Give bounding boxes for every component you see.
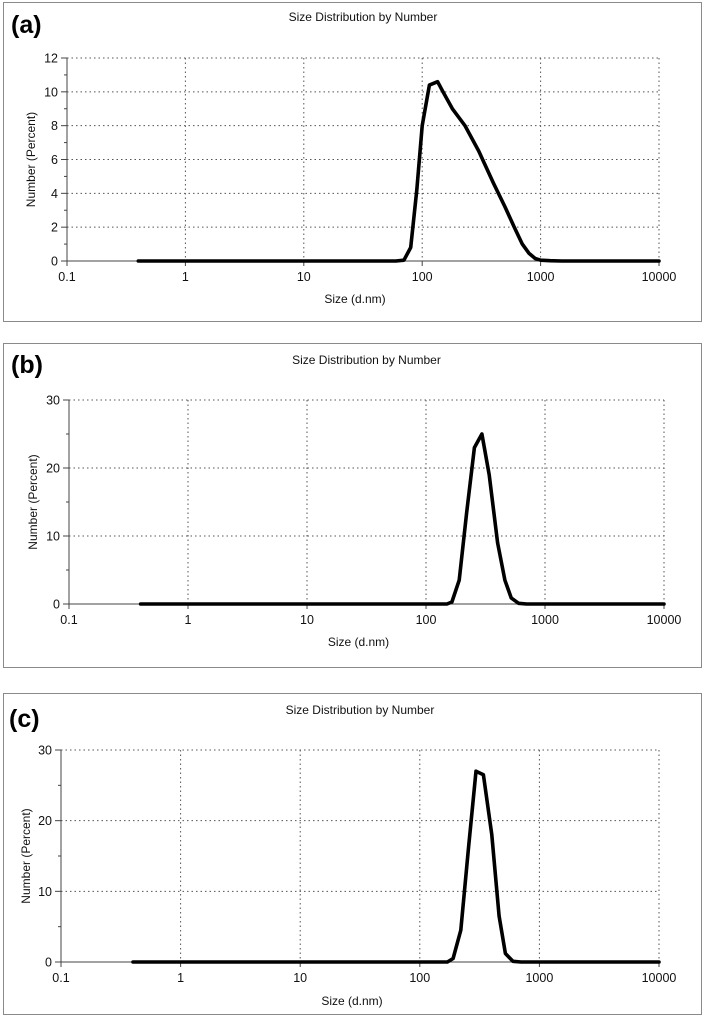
- y-tick-label-a: 6: [51, 153, 58, 167]
- x-tick-label-c: 0.1: [52, 971, 69, 985]
- y-tick-label-c: 20: [38, 814, 52, 828]
- series-line-c: [131, 769, 661, 964]
- y-tick-label-a: 2: [51, 221, 58, 235]
- y-tick-label-a: 10: [44, 85, 58, 99]
- x-tick-label-b: 1: [185, 613, 192, 627]
- y-tick-label-c: 0: [45, 956, 52, 970]
- x-tick-label-b: 1000: [531, 613, 559, 627]
- x-tick-label-a: 10000: [642, 270, 677, 284]
- x-axis-label-c: Size (d.nm): [321, 994, 382, 1008]
- chart-panel-b: (b) Size Distribution by Number 0 10 20 30 0.…: [3, 343, 702, 668]
- chart-panel-a: (a) Size Distribution by Number 0 2 4 6 8 10 12…: [3, 2, 702, 322]
- x-tick-label-b: 100: [416, 613, 437, 627]
- x-tick-label-c: 10000: [642, 971, 677, 985]
- x-tick-label-c: 10: [293, 971, 307, 985]
- x-tick-label-c: 1000: [525, 971, 553, 985]
- series-line-b: [138, 432, 666, 606]
- y-tick-label-a: 8: [51, 119, 58, 133]
- y-tick-label-a: 0: [51, 255, 58, 269]
- panel-label-b: (b): [11, 351, 43, 379]
- chart-title-a: Size Distribution by Number: [289, 10, 438, 24]
- chart-panel-c: (c) Size Distribution by Number 0 10 20 30 0.…: [3, 693, 702, 1015]
- y-tick-label-c: 10: [38, 885, 52, 899]
- y-tick-label-b: 0: [53, 598, 60, 612]
- y-tick-label-b: 20: [46, 462, 60, 476]
- panel-label-a: (a): [11, 11, 42, 39]
- panel-label-c: (c): [9, 705, 40, 733]
- x-tick-label-b: 0.1: [60, 613, 77, 627]
- x-tick-label-a: 1000: [527, 270, 555, 284]
- y-axis-label-b: Number (Percent): [26, 454, 40, 549]
- y-axis-label-c: Number (Percent): [19, 808, 33, 903]
- y-tick-label-b: 10: [46, 530, 60, 544]
- x-tick-label-a: 0.1: [58, 270, 75, 284]
- y-axis-label-a: Number (Percent): [24, 112, 38, 207]
- chart-svg-c: Size Distribution by Number 0 10 20 30 0.1 1 10…: [19, 703, 677, 1008]
- x-tick-label-b: 10000: [647, 613, 682, 627]
- chart-title-b: Size Distribution by Number: [292, 353, 441, 367]
- x-tick-label-c: 1: [177, 971, 184, 985]
- series-line-a: [136, 79, 661, 263]
- chart-svg-b: Size Distribution by Number 0 10 20 30 0.1 1 10…: [26, 353, 682, 649]
- x-tick-label-b: 10: [300, 613, 314, 627]
- y-tick-label-a: 12: [44, 52, 58, 66]
- chart-svg-a: Size Distribution by Number 0 2 4 6 8 10 12 0.1 1…: [24, 10, 677, 306]
- x-tick-label-a: 1: [182, 270, 189, 284]
- y-tick-label-b: 30: [46, 394, 60, 408]
- x-axis-label-b: Size (d.nm): [328, 635, 389, 649]
- y-tick-label-a: 4: [51, 187, 58, 201]
- x-tick-label-a: 10: [297, 270, 311, 284]
- x-tick-label-c: 100: [409, 971, 430, 985]
- x-tick-label-a: 100: [412, 270, 433, 284]
- y-tick-label-c: 30: [38, 744, 52, 758]
- x-axis-label-a: Size (d.nm): [324, 292, 385, 306]
- chart-title-c: Size Distribution by Number: [286, 703, 435, 717]
